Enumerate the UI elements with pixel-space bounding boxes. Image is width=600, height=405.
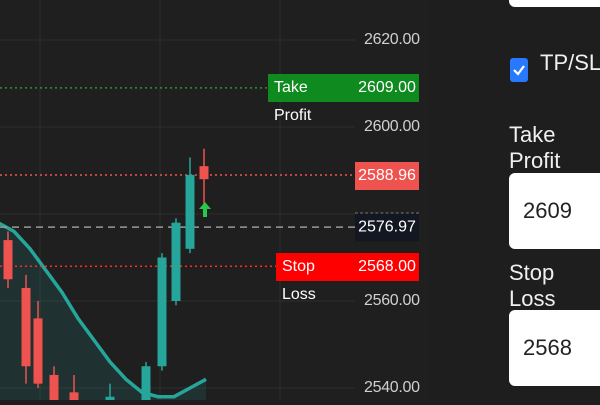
previous-input-field[interactable] [509,0,600,7]
candle-body [141,366,151,405]
y-tick-label: 2600.00 [364,118,420,135]
current-price-tag: 2588.96 [355,162,419,190]
y-tick-label: 2620.00 [364,31,420,48]
candle-body [21,287,31,367]
stop-loss-input[interactable]: 2568 [509,310,600,386]
candle-body [199,166,209,180]
stop-loss-price-tag: 2568.00 [355,253,419,281]
buy-arrow-icon [199,202,211,217]
candle-body [3,240,13,280]
take-profit-line-label[interactable]: Take Profit [268,74,355,124]
take-profit-price-tag: 2609.00 [355,74,419,102]
stop-loss-value: 2568 [523,335,572,360]
take-profit-input[interactable]: 2609 [509,173,600,249]
candle-body [157,257,167,367]
candle-body [33,318,43,384]
take-profit-value: 2609 [523,198,572,223]
tpsl-checkbox[interactable] [510,58,528,82]
stop-loss-line-label[interactable]: Stop Loss [276,253,355,303]
chart-canvas [0,0,355,405]
candle-body [69,392,79,405]
stop-loss-label: Stop Loss [509,260,556,311]
checkmark-icon [513,65,525,76]
candle-body [185,174,195,249]
entry-price-tag: 2576.97 [355,212,419,242]
order-panel: TP/SL Take Profit 2609 Stop Loss 2568 [430,0,600,400]
tpsl-label: TP/SL [540,50,600,75]
price-axis: 2620.00 2600.00 2560.00 2540.00 2609.00 … [355,0,430,400]
y-tick-label: 2540.00 [364,379,420,396]
take-profit-label: Take Profit [509,122,561,173]
candle-body [171,222,181,301]
candle-body [49,374,59,402]
price-chart[interactable]: Take Profit Stop Loss [0,0,355,405]
moving-average-line [0,221,207,399]
y-tick-label: 2560.00 [364,292,420,309]
moving-average-area [0,223,206,400]
